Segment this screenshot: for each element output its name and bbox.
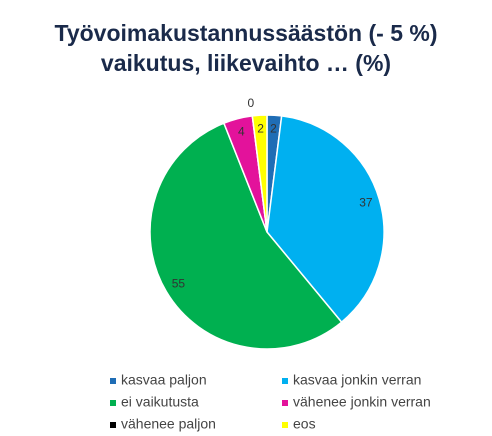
chart-title: Työvoimakustannussäästön (- 5 %) vaikutu… <box>54 20 438 76</box>
legend-swatch <box>282 378 288 384</box>
legend-swatch <box>282 400 288 406</box>
data-label: 2 <box>270 121 277 135</box>
legend-label: kasvaa paljon <box>121 372 207 388</box>
pie-slice <box>251 114 268 233</box>
data-label: 37 <box>359 195 373 209</box>
legend-label: ei vaikutusta <box>121 394 199 410</box>
legend-label: vähenee jonkin verran <box>293 394 431 410</box>
legend-label: vähenee paljon <box>121 416 216 432</box>
legend-swatch <box>110 400 116 406</box>
legend-label: kasvaa jonkin verran <box>293 372 421 388</box>
legend-swatch <box>282 422 288 428</box>
pie-slice <box>149 122 343 350</box>
data-label: 2 <box>257 121 264 135</box>
pie-slice <box>266 115 385 324</box>
data-label: 55 <box>172 277 186 291</box>
data-label: 0 <box>247 96 254 110</box>
legend-label: eos <box>293 416 316 432</box>
legend-swatch <box>110 378 116 384</box>
data-label: 4 <box>238 124 245 138</box>
legend-swatch <box>110 422 116 428</box>
